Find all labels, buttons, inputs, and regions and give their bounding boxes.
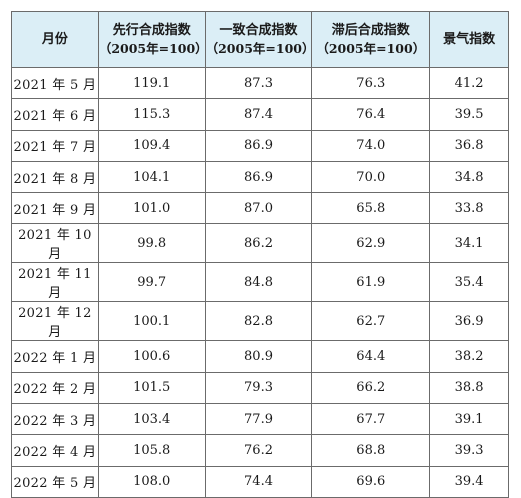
coincident-index-cell: 82.8 xyxy=(204,301,313,342)
header-lagging-index-base: （2005年=100） xyxy=(316,40,426,56)
month-cell: 2022 年 4 月 xyxy=(11,434,99,467)
month-cell: 2021 年 12 月 xyxy=(11,301,99,342)
lagging-index-cell: 62.9 xyxy=(311,223,431,264)
leading-index-cell: 101.5 xyxy=(97,371,206,405)
month-cell: 2021 年 8 月 xyxy=(11,160,99,194)
leading-index-cell: 100.1 xyxy=(97,301,206,342)
coincident-index-cell: 86.9 xyxy=(204,129,313,162)
lagging-index-cell: 74.0 xyxy=(311,129,431,162)
table-row: 2021 年 6 月 115.3 87.4 76.4 39.5 xyxy=(11,98,509,131)
header-row: 月份 先行合成指数 （2005年=100） 一致合成指数 （2005年=100）… xyxy=(11,11,509,68)
month-cell: 2021 年 7 月 xyxy=(11,129,99,162)
prosperity-index-cell: 38.8 xyxy=(429,371,509,405)
prosperity-index-cell: 41.2 xyxy=(429,66,509,100)
lagging-index-cell: 76.4 xyxy=(311,98,431,131)
prosperity-index-cell: 33.8 xyxy=(429,192,509,225)
table-row: 2022 年 4 月 105.8 76.2 68.8 39.3 xyxy=(11,434,509,467)
month-cell: 2021 年 11 月 xyxy=(11,262,99,303)
table-row: 2022 年 3 月 103.4 77.9 67.7 39.1 xyxy=(11,403,509,436)
month-cell: 2021 年 9 月 xyxy=(11,192,99,225)
header-prosperity-index: 景气指数 xyxy=(429,11,509,68)
month-cell: 2022 年 1 月 xyxy=(11,340,99,373)
leading-index-cell: 100.6 xyxy=(97,340,206,373)
header-prosperity-index-label: 景气指数 xyxy=(443,31,496,47)
leading-index-cell: 99.8 xyxy=(97,223,206,264)
header-lagging-index-label: 滞后合成指数 xyxy=(331,22,410,38)
leading-index-cell: 101.0 xyxy=(97,192,206,225)
prosperity-index-cell: 39.3 xyxy=(429,434,509,467)
coincident-index-cell: 86.9 xyxy=(204,160,313,194)
lagging-index-cell: 61.9 xyxy=(311,262,431,303)
table-row: 2022 年 2 月 101.5 79.3 66.2 38.8 xyxy=(11,371,509,405)
leading-index-cell: 115.3 xyxy=(97,98,206,131)
table-row: 2021 年 8 月 104.1 86.9 70.0 34.8 xyxy=(11,160,509,194)
month-cell: 2021 年 10 月 xyxy=(11,223,99,264)
table-row: 2021 年 9 月 101.0 87.0 65.8 33.8 xyxy=(11,192,509,225)
table-row: 2021 年 10 月 99.8 86.2 62.9 34.1 xyxy=(11,223,509,264)
index-table: 月份 先行合成指数 （2005年=100） 一致合成指数 （2005年=100）… xyxy=(11,11,509,498)
coincident-index-cell: 87.0 xyxy=(204,192,313,225)
header-month-label: 月份 xyxy=(41,31,68,47)
leading-index-cell: 119.1 xyxy=(97,66,206,100)
prosperity-index-cell: 36.8 xyxy=(429,129,509,162)
header-coincident-index-base: （2005年=100） xyxy=(205,40,315,56)
month-cell: 2021 年 6 月 xyxy=(11,98,99,131)
prosperity-index-cell: 39.4 xyxy=(429,465,509,498)
table-header: 月份 先行合成指数 （2005年=100） 一致合成指数 （2005年=100）… xyxy=(11,11,509,68)
prosperity-index-cell: 34.1 xyxy=(429,223,509,264)
header-leading-index-base: （2005年=100） xyxy=(98,40,208,56)
prosperity-index-cell: 39.5 xyxy=(429,98,509,131)
lagging-index-cell: 68.8 xyxy=(311,434,431,467)
prosperity-index-cell: 38.2 xyxy=(429,340,509,373)
coincident-index-cell: 86.2 xyxy=(204,223,313,264)
header-leading-index-label: 先行合成指数 xyxy=(112,22,191,38)
lagging-index-cell: 65.8 xyxy=(311,192,431,225)
header-month: 月份 xyxy=(11,11,99,68)
coincident-index-cell: 84.8 xyxy=(204,262,313,303)
leading-index-cell: 109.4 xyxy=(97,129,206,162)
leading-index-cell: 105.8 xyxy=(97,434,206,467)
table-row: 2021 年 7 月 109.4 86.9 74.0 36.8 xyxy=(11,129,509,162)
table-row: 2022 年 5 月 108.0 74.4 69.6 39.4 xyxy=(11,465,509,498)
prosperity-index-cell: 34.8 xyxy=(429,160,509,194)
table-row: 2021 年 5 月 119.1 87.3 76.3 41.2 xyxy=(11,66,509,100)
coincident-index-cell: 87.4 xyxy=(204,98,313,131)
leading-index-cell: 108.0 xyxy=(97,465,206,498)
lagging-index-cell: 66.2 xyxy=(311,371,431,405)
table-row: 2021 年 11 月 99.7 84.8 61.9 35.4 xyxy=(11,262,509,303)
lagging-index-cell: 70.0 xyxy=(311,160,431,194)
header-coincident-index-label: 一致合成指数 xyxy=(219,22,298,38)
coincident-index-cell: 77.9 xyxy=(204,403,313,436)
month-cell: 2021 年 5 月 xyxy=(11,66,99,100)
header-lagging-index: 滞后合成指数 （2005年=100） xyxy=(311,11,431,68)
month-cell: 2022 年 5 月 xyxy=(11,465,99,498)
prosperity-index-cell: 35.4 xyxy=(429,262,509,303)
table-row: 2022 年 1 月 100.6 80.9 64.4 38.2 xyxy=(11,340,509,373)
coincident-index-cell: 74.4 xyxy=(204,465,313,498)
prosperity-index-cell: 36.9 xyxy=(429,301,509,342)
month-cell: 2022 年 2 月 xyxy=(11,371,99,405)
lagging-index-cell: 67.7 xyxy=(311,403,431,436)
lagging-index-cell: 69.6 xyxy=(311,465,431,498)
header-coincident-index: 一致合成指数 （2005年=100） xyxy=(204,11,315,68)
header-leading-index: 先行合成指数 （2005年=100） xyxy=(97,11,208,68)
lagging-index-cell: 76.3 xyxy=(311,66,431,100)
leading-index-cell: 103.4 xyxy=(97,403,206,436)
leading-index-cell: 99.7 xyxy=(97,262,206,303)
lagging-index-cell: 62.7 xyxy=(311,301,431,342)
coincident-index-cell: 80.9 xyxy=(204,340,313,373)
coincident-index-cell: 79.3 xyxy=(204,371,313,405)
month-cell: 2022 年 3 月 xyxy=(11,403,99,436)
table-row: 2021 年 12 月 100.1 82.8 62.7 36.9 xyxy=(11,301,509,342)
table-body: 2021 年 5 月 119.1 87.3 76.3 41.2 2021 年 6 月 115… xyxy=(11,66,509,498)
coincident-index-cell: 87.3 xyxy=(204,66,313,100)
prosperity-index-cell: 39.1 xyxy=(429,403,509,436)
coincident-index-cell: 76.2 xyxy=(204,434,313,467)
leading-index-cell: 104.1 xyxy=(97,160,206,194)
lagging-index-cell: 64.4 xyxy=(311,340,431,373)
